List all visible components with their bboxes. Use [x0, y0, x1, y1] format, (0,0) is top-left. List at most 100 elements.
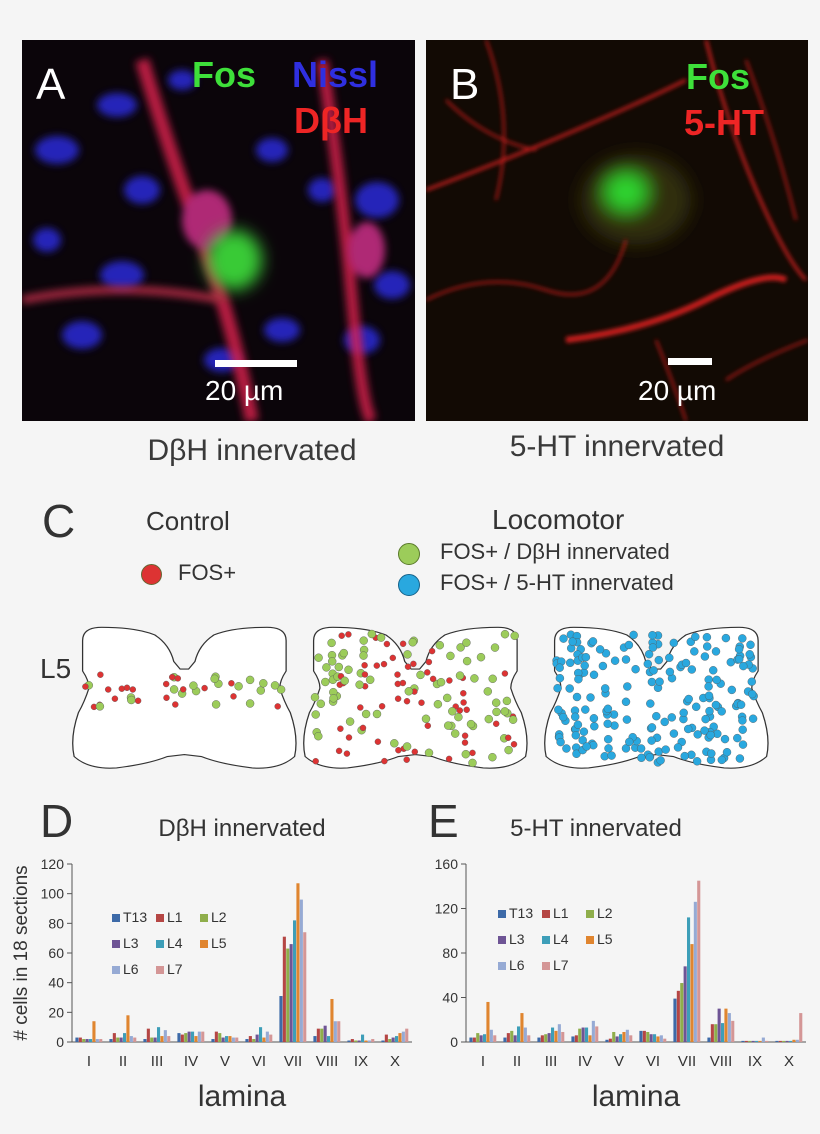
cord-dot [359, 636, 368, 645]
bar [248, 1036, 252, 1042]
locomotor-title: Locomotor [492, 504, 625, 535]
cord-dot [456, 707, 463, 714]
cord-dot [646, 699, 655, 708]
legend-swatch [156, 966, 164, 974]
bar [731, 1020, 735, 1042]
bar [612, 1031, 616, 1042]
cord-dot [621, 697, 631, 707]
bar [547, 1033, 551, 1042]
cord-dot [468, 758, 477, 768]
legend-swatch [542, 910, 550, 918]
cord-dot [735, 655, 744, 664]
cord-dot [603, 719, 612, 729]
bar [89, 1039, 93, 1042]
legend-swatch [156, 940, 164, 948]
y-axis-label: # cells in 18 sections [11, 865, 32, 1040]
cord-dot [97, 671, 104, 678]
cord-dot [654, 655, 663, 665]
cord-dot [492, 707, 501, 717]
legend-swatch [200, 940, 208, 948]
cord-dot [404, 687, 413, 696]
cord-dot [259, 679, 268, 688]
cord-dot [460, 699, 467, 706]
legend-label: L5 [597, 931, 613, 947]
legend-dot-5ht [398, 574, 420, 596]
bar [391, 1037, 395, 1042]
cord-dot [270, 681, 280, 690]
bar [510, 1030, 514, 1042]
scalebar-a [215, 360, 297, 367]
cord-dot [580, 661, 589, 670]
cord-dot [389, 654, 396, 662]
bar [354, 1040, 358, 1042]
cord-dot [745, 650, 754, 659]
bar [680, 983, 684, 1042]
cord-dot [555, 663, 564, 672]
cord-dot [589, 714, 599, 723]
cord-dot [469, 749, 476, 757]
cord-dot [717, 707, 726, 716]
bar [683, 966, 687, 1042]
legend-label: L1 [553, 905, 569, 921]
bar [714, 1024, 718, 1042]
bar [710, 1024, 714, 1042]
cord-dot [361, 709, 371, 719]
legend-swatch [112, 914, 120, 922]
cord-dot [654, 747, 663, 756]
bar [316, 1028, 320, 1042]
bar [557, 1024, 561, 1042]
bar [523, 1027, 527, 1042]
bar [252, 1039, 256, 1042]
x-tick-label: VIII [316, 1053, 339, 1070]
legend-swatch [156, 914, 164, 922]
legend-swatch [542, 936, 550, 944]
bar [748, 1040, 752, 1042]
cord-dot [649, 666, 658, 675]
x-tick-label: IX [748, 1053, 762, 1070]
cord-dot [276, 685, 286, 694]
bar [687, 917, 691, 1042]
bar [150, 1037, 154, 1042]
x-tick-label: III [151, 1053, 164, 1070]
cord-dot [134, 697, 142, 705]
legend-label: L6 [123, 961, 139, 977]
panel-letter-b: B [450, 60, 480, 109]
cord-dot [647, 677, 657, 687]
cord-dot [174, 675, 182, 682]
cord-dot [622, 715, 632, 724]
bar [405, 1028, 409, 1042]
x-tick-label: V [614, 1053, 624, 1070]
bar [653, 1034, 657, 1042]
cord-dot [624, 640, 634, 650]
cord-dot [687, 665, 696, 674]
cord-dot [648, 643, 658, 652]
cord-dot [679, 708, 688, 718]
caption-a: DβH innervated [147, 434, 357, 467]
cord-dot [684, 694, 693, 704]
cord-dot [104, 686, 112, 693]
bar [221, 1037, 225, 1042]
bar [177, 1033, 181, 1042]
bar [673, 998, 677, 1042]
bar [775, 1040, 779, 1042]
y-tick-label: 100 [41, 886, 65, 902]
segment-label: L5 [40, 653, 72, 684]
bar [350, 1039, 354, 1042]
cord-dot [357, 704, 364, 711]
cord-dot [455, 671, 465, 680]
bar [395, 1036, 399, 1042]
cord-dot [610, 656, 620, 665]
cord-dot [211, 700, 221, 709]
cord-dot [424, 722, 431, 730]
cord-dot [562, 744, 571, 753]
legend-swatch [200, 914, 208, 922]
legend-swatch [498, 910, 506, 918]
bar [187, 1031, 191, 1042]
cord-dot [312, 757, 319, 765]
bar [479, 1035, 483, 1042]
cord-dot [448, 707, 457, 716]
chart-d: DβH innervated # cells in 18 sections 0 20 4… [11, 815, 412, 1113]
cord-dot [367, 629, 376, 639]
cord-dot [311, 710, 320, 719]
cord-dot [661, 745, 670, 754]
